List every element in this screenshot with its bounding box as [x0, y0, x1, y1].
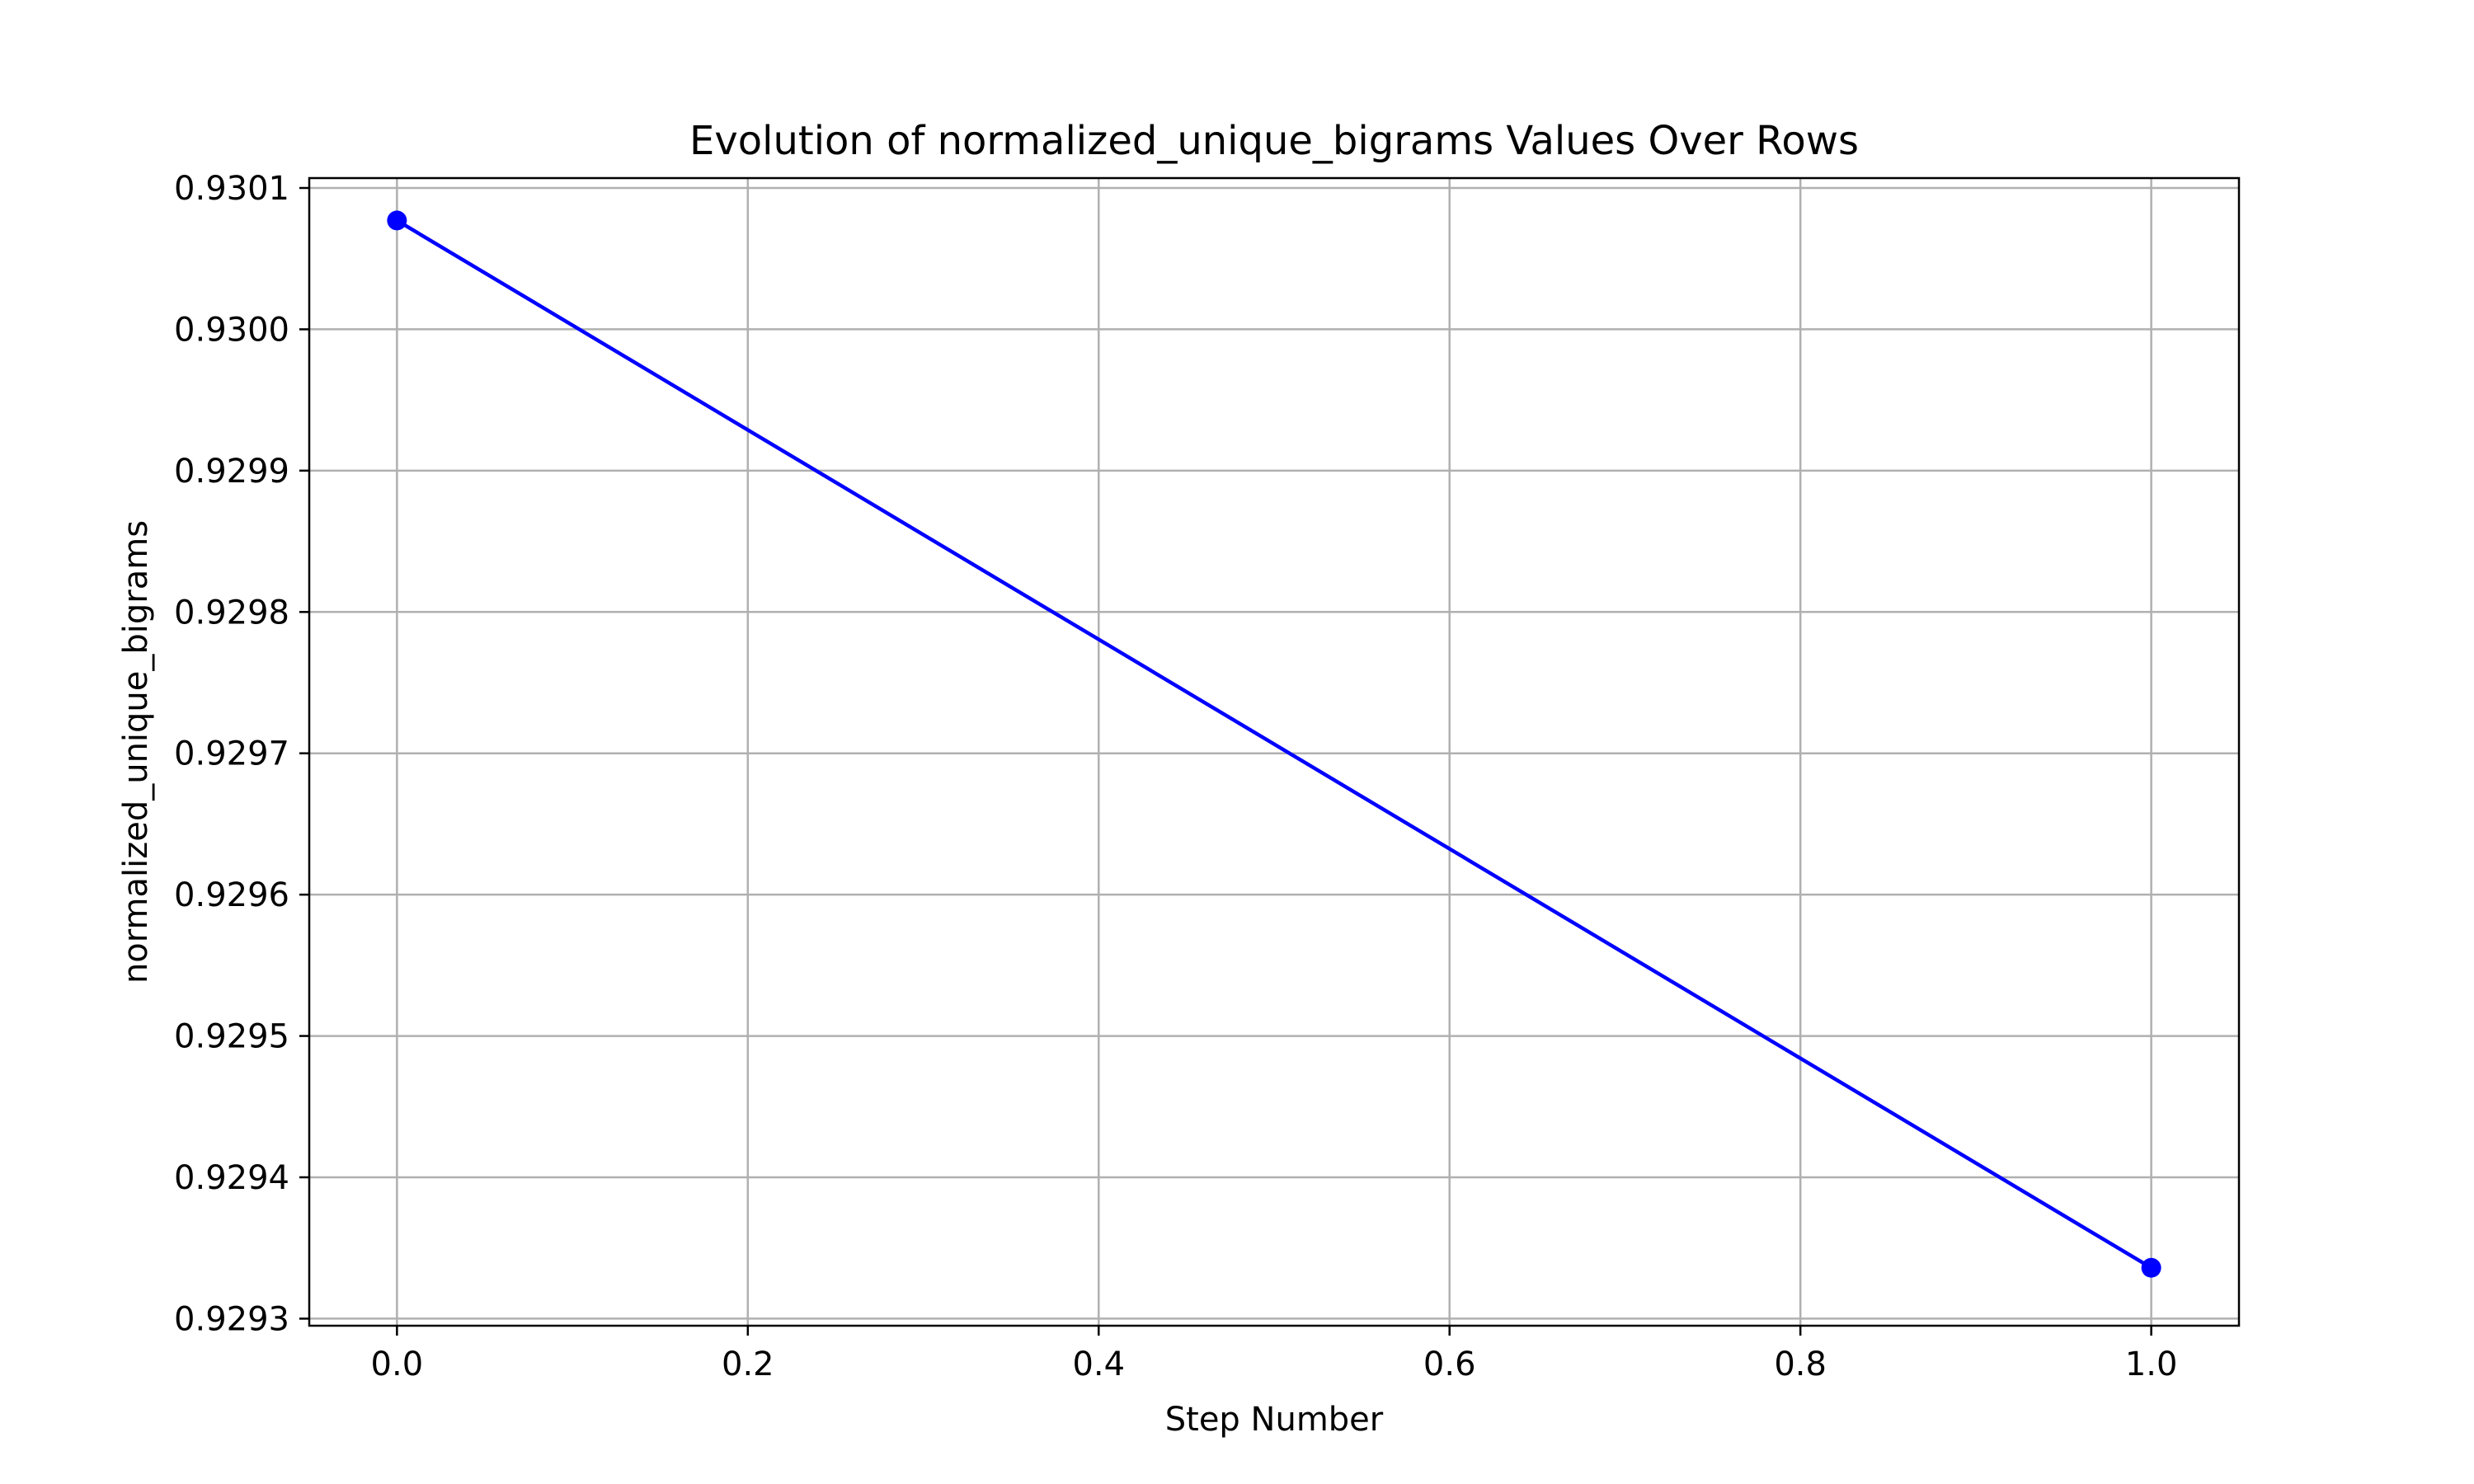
x-tick-label: 0.2	[722, 1345, 774, 1383]
data-point	[2141, 1257, 2161, 1278]
y-tick-label: 0.9298	[174, 594, 289, 632]
axis-ticks: 0.0 0.2 0.4 0.6 0.8 1.0 0.9293 0.9294 0.9295 0.92…	[174, 170, 2177, 1383]
y-tick-label: 0.9299	[174, 453, 289, 491]
chart-title: Evolution of normalized_unique_bigrams V…	[689, 118, 1859, 164]
x-axis-label: Step Number	[1165, 1401, 1384, 1439]
y-tick-label: 0.9295	[174, 1018, 289, 1056]
y-axis-label: normalized_unique_bigrams	[117, 520, 155, 984]
series-line	[396, 218, 2152, 1270]
y-tick-label: 0.9297	[174, 735, 289, 773]
x-tick-label: 0.6	[1423, 1345, 1476, 1383]
x-tick-label: 0.0	[371, 1345, 424, 1383]
y-tick-label: 0.9301	[174, 170, 289, 208]
x-tick-label: 0.4	[1072, 1345, 1125, 1383]
x-tick-label: 1.0	[2125, 1345, 2178, 1383]
y-tick-label: 0.9294	[174, 1159, 289, 1197]
series-layer	[387, 210, 2161, 1278]
y-tick-label: 0.9300	[174, 311, 289, 349]
y-tick-label: 0.9296	[174, 876, 289, 914]
y-tick-label: 0.9293	[174, 1300, 289, 1338]
grid-lines	[309, 178, 2239, 1326]
x-tick-label: 0.8	[1774, 1345, 1827, 1383]
plot-area-frame	[308, 176, 2241, 1327]
data-point	[387, 210, 407, 231]
